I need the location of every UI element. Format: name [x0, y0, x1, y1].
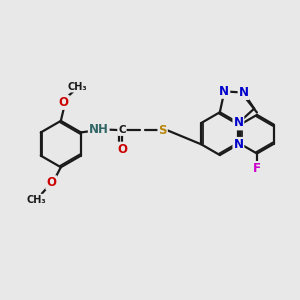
Text: CH₃: CH₃	[68, 82, 88, 92]
Text: C: C	[118, 125, 126, 135]
Text: NH: NH	[89, 123, 109, 136]
Text: N: N	[238, 86, 249, 99]
Text: O: O	[59, 96, 69, 109]
Text: S: S	[158, 124, 167, 136]
Text: O: O	[46, 176, 56, 189]
Text: F: F	[253, 162, 261, 175]
Text: O: O	[117, 142, 127, 156]
Text: N: N	[219, 85, 229, 98]
Text: CH₃: CH₃	[26, 195, 46, 205]
Text: N: N	[233, 116, 243, 130]
Text: N: N	[233, 138, 243, 151]
